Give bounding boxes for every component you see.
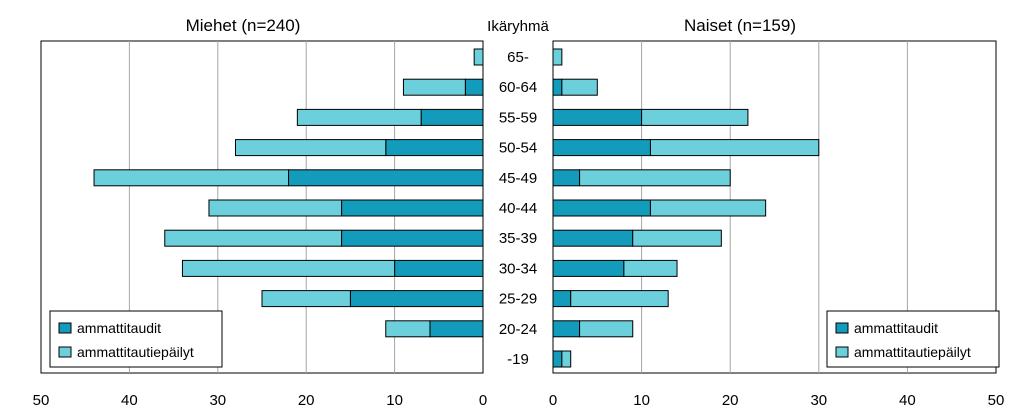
age-axis-title: Ikäryhmä (487, 18, 549, 35)
women-legend-label: ammattitautiepäilyt (854, 344, 971, 360)
men-panel: Miehet (n=240) 50 40 30 20 10 0 ammattitaudit… (33, 16, 488, 409)
women-x-ticks: 0 10 20 30 40 50 (549, 392, 1005, 409)
men-legend-box (49, 310, 223, 368)
women-bar-ammattitautiepailyt (623, 259, 678, 277)
women-bar-ammattitaudit (552, 320, 581, 338)
women-x-tick-label: 30 (810, 392, 827, 409)
age-category-label: -19 (507, 351, 529, 368)
men-x-tick-label: 40 (121, 392, 138, 409)
women-panel-title: Naiset (n=159) (684, 16, 796, 35)
women-legend-swatch (835, 346, 849, 358)
women-bar-ammattitaudit (552, 108, 643, 126)
men-bar-ammattitaudit (385, 139, 484, 157)
women-bar-ammattitautiepailyt (579, 169, 731, 187)
men-x-tick-label: 0 (479, 392, 487, 409)
age-category-label: 65- (507, 49, 529, 66)
women-legend: ammattitaudit ammattitautiepäilyt (826, 310, 1000, 368)
men-legend-label: ammattitautiepäilyt (77, 344, 194, 360)
age-category-label: 25-29 (499, 291, 537, 308)
women-bar-ammattitaudit (552, 199, 651, 217)
women-x-tick-label: 10 (633, 392, 650, 409)
men-bar-ammattitaudit (341, 229, 484, 247)
men-bar-ammattitaudit (464, 78, 484, 96)
age-category-label: 50-54 (499, 140, 537, 157)
men-panel-title: Miehet (n=240) (186, 16, 301, 35)
women-bar-ammattitautiepailyt (641, 108, 749, 126)
age-category-label: 35-39 (499, 230, 537, 247)
men-bar-ammattitautiepailyt (385, 320, 431, 338)
women-legend-box (826, 310, 1000, 368)
men-bar-ammattitautiepailyt (473, 48, 484, 66)
women-bar-ammattitaudit (552, 259, 625, 277)
men-bar-ammattitautiepailyt (234, 139, 387, 157)
men-x-tick-label: 20 (298, 392, 315, 409)
men-bar-ammattitaudit (341, 199, 484, 217)
age-axis: Ikäryhmä 65- 60-64 55-59 50-54 45-49 40-44 35-… (487, 18, 549, 368)
women-legend-swatch (835, 322, 849, 334)
men-bar-ammattitautiepailyt (93, 169, 290, 187)
men-x-tick-label: 50 (33, 392, 50, 409)
men-x-tick-label: 30 (209, 392, 226, 409)
age-category-label: 45-49 (499, 170, 537, 187)
men-legend: ammattitaudit ammattitautiepäilyt (49, 310, 223, 368)
men-legend-swatch (58, 346, 72, 358)
women-bar-ammattitautiepailyt (552, 48, 563, 66)
women-bar-ammattitaudit (552, 229, 634, 247)
men-bar-ammattitautiepailyt (164, 229, 343, 247)
women-bar-ammattitaudit (552, 139, 651, 157)
women-bar-ammattitautiepailyt (632, 229, 722, 247)
men-bar-ammattitaudit (349, 290, 484, 308)
men-legend-swatch (58, 322, 72, 334)
women-panel: Naiset (n=159) 0 10 20 30 40 50 ammattitaudit… (549, 16, 1005, 409)
women-x-tick-label: 50 (988, 392, 1005, 409)
women-x-tick-label: 40 (899, 392, 916, 409)
men-bar-ammattitautiepailyt (296, 108, 422, 126)
women-bar-ammattitautiepailyt (561, 78, 598, 96)
women-bar-ammattitautiepailyt (570, 290, 669, 308)
women-bar-ammattitautiepailyt (561, 350, 572, 368)
women-bar-ammattitautiepailyt (579, 320, 634, 338)
women-bars (552, 48, 820, 368)
age-category-label: 55-59 (499, 109, 537, 126)
women-bar-ammattitaudit (552, 290, 572, 308)
men-bar-ammattitautiepailyt (181, 259, 396, 277)
women-bar-ammattitaudit (552, 169, 581, 187)
men-legend-label: ammattitaudit (77, 320, 161, 336)
women-bar-ammattitautiepailyt (649, 139, 820, 157)
age-category-labels: 65- 60-64 55-59 50-54 45-49 40-44 35-39 30-34 25… (499, 49, 537, 368)
age-category-label: 40-44 (499, 200, 537, 217)
men-x-ticks: 50 40 30 20 10 0 (33, 392, 488, 409)
women-x-tick-label: 0 (549, 392, 557, 409)
men-bars (93, 48, 484, 338)
women-bar-ammattitaudit (552, 350, 563, 368)
women-bar-ammattitautiepailyt (649, 199, 767, 217)
age-category-label: 60-64 (499, 79, 537, 96)
men-bar-ammattitautiepailyt (208, 199, 343, 217)
men-x-tick-label: 10 (386, 392, 403, 409)
men-bar-ammattitaudit (429, 320, 484, 338)
women-legend-label: ammattitaudit (854, 320, 938, 336)
women-x-tick-label: 20 (722, 392, 739, 409)
men-bar-ammattitaudit (288, 169, 484, 187)
age-category-label: 30-34 (499, 260, 537, 277)
men-bar-ammattitautiepailyt (402, 78, 466, 96)
women-bar-ammattitaudit (552, 78, 563, 96)
men-bar-ammattitaudit (394, 259, 484, 277)
men-bar-ammattitautiepailyt (261, 290, 351, 308)
age-category-label: 20-24 (499, 321, 537, 338)
men-bar-ammattitaudit (420, 108, 484, 126)
